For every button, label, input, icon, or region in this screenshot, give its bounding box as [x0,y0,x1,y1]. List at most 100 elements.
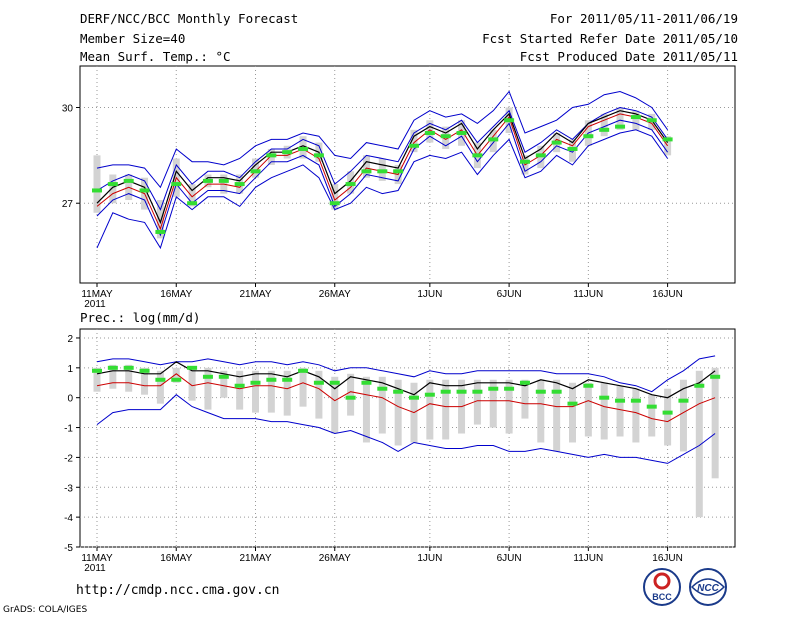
obs-marker [139,188,150,193]
obs-marker [329,201,340,206]
spread-box [569,382,576,443]
spread-box [553,379,561,452]
spread-box [93,155,101,213]
spread-box [632,110,640,130]
y-tick-label: 30 [62,103,74,114]
obs-marker [519,159,530,164]
spread-box [172,367,180,383]
obs-marker [377,169,388,174]
envelope-line-upper [96,106,669,211]
obs-marker [266,153,277,158]
obs-marker [377,386,388,391]
spread-box [267,370,275,413]
svg-text:BCC: BCC [652,592,672,602]
envelope-line-max [96,90,669,189]
ncc-logo-icon: NCC [689,568,727,606]
y-tick-label: -2 [64,453,73,464]
obs-marker [171,377,182,382]
spread-box [204,367,212,410]
spread-box [489,379,497,428]
spread-box [394,379,402,446]
spread-box [252,158,259,178]
source-url[interactable]: http://cmdp.ncc.cma.gov.cn [76,583,280,598]
obs-marker [107,365,118,370]
spread-box [283,370,291,416]
spread-box [521,379,529,419]
obs-marker [92,188,102,193]
produced-date: Fcst Produced Date 2011/05/11 [519,49,738,64]
precip-title: Prec.: log(mm/d) [80,310,200,325]
spread-box [664,388,672,446]
grads-credit: GrADS: COLA/IGES [3,605,88,615]
y-tick-label: 2 [67,334,73,345]
obs-marker [234,383,245,388]
obs-marker [393,389,404,394]
obs-marker [202,374,213,379]
obs-marker [424,131,435,136]
x-tick-label: 1JUN [417,289,442,300]
obs-marker [250,380,261,385]
obs-marker [646,118,657,123]
spread-box [299,367,307,407]
x-tick-label: 2011 [84,563,106,574]
spread-box [442,379,450,440]
spread-box [252,370,259,413]
x-tick-label: 11JUN [573,289,603,300]
x-tick-label: 21MAY [239,289,271,300]
obs-marker [345,395,356,400]
y-tick-label: 27 [62,199,74,210]
obs-marker [646,404,657,409]
spread-box [236,370,244,410]
envelope-line-min [96,394,716,464]
obs-marker [488,137,499,142]
member-size: Member Size=40 [80,31,186,46]
envelope-line-lower [96,119,669,237]
obs-marker [488,386,499,391]
y-tick-label: -3 [64,483,73,494]
x-tick-label: 6JUN [497,289,522,300]
x-tick-label: 1JUN [417,553,442,564]
obs-marker [678,398,689,403]
obs-marker [583,383,594,388]
obs-marker [345,182,356,187]
spread-box [109,174,117,204]
spread-box [156,370,164,404]
plot-frame-1 [79,328,736,548]
y-tick-label: -5 [64,543,73,554]
obs-marker [187,201,198,206]
obs-marker [202,178,213,183]
obs-marker [710,374,721,379]
x-tick-label: 16MAY [160,289,192,300]
envelope-line-min [96,129,669,250]
spread-box [616,385,624,437]
obs-marker [599,127,610,132]
obs-marker [123,365,134,370]
obs-marker [456,131,467,136]
obs-marker [615,398,626,403]
spread-box [141,367,149,395]
obs-marker [440,389,451,394]
spread-box [109,364,117,389]
obs-marker [551,140,562,145]
spread-box [315,370,323,419]
mean-line [96,361,716,399]
obs-marker [440,134,451,139]
obs-marker [630,398,641,403]
obs-marker [551,389,562,394]
spread-box [188,367,196,401]
obs-marker [615,124,626,129]
spread-box [505,379,513,434]
svg-text:NCC: NCC [697,583,719,594]
x-tick-label: 16JUN [652,553,683,564]
obs-marker [139,368,150,373]
y-tick-label: -4 [64,513,73,524]
obs-marker [234,182,245,187]
median-line [96,373,716,423]
obs-marker [187,365,198,370]
spread-box [426,379,434,440]
spread-box [679,379,687,452]
obs-marker [472,389,483,394]
obs-marker [329,380,340,385]
obs-marker [155,229,166,234]
